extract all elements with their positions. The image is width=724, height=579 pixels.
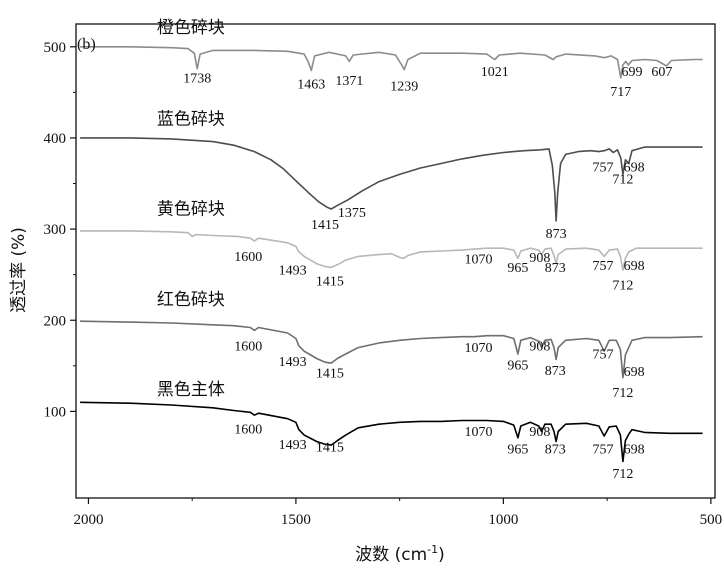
peak-label: 908 — [529, 251, 550, 266]
peak-label: 1070 — [465, 425, 493, 440]
peak-label: 908 — [529, 425, 550, 440]
y-tick-label: 500 — [44, 40, 67, 56]
peak-label: 1493 — [279, 438, 307, 453]
series-name-1: 橙色碎块 — [157, 18, 225, 38]
peak-label: 1493 — [279, 264, 307, 279]
peak-label: 1493 — [279, 355, 307, 370]
series-line-5 — [80, 401, 703, 463]
peak-label: 1070 — [465, 341, 493, 356]
peak-label: 1415 — [316, 367, 344, 382]
peak-label: 965 — [507, 442, 528, 457]
peak-label: 1239 — [390, 80, 418, 95]
panel-label: (b) — [77, 36, 96, 53]
y-tick-label: 400 — [44, 131, 67, 147]
series-line-1 — [80, 46, 703, 79]
peak-label: 698 — [624, 365, 645, 380]
peak-label: 699 — [622, 65, 643, 80]
peak-label: 757 — [593, 161, 614, 176]
peak-label: 712 — [612, 278, 633, 293]
peak-label: 1415 — [316, 275, 344, 290]
peak-label: 1371 — [335, 74, 363, 89]
x-tick-label: 500 — [700, 512, 723, 528]
series-name-4: 红色碎块 — [157, 290, 225, 310]
peak-label: 712 — [612, 173, 633, 188]
peak-label: 757 — [593, 348, 614, 363]
series-line-4 — [80, 320, 703, 379]
peak-label: 1463 — [297, 78, 325, 93]
series-line-3 — [80, 230, 703, 271]
peak-label: 1415 — [316, 441, 344, 456]
peak-label: 873 — [545, 261, 566, 276]
series-line-2 — [80, 137, 703, 222]
peak-label: 698 — [624, 161, 645, 176]
peak-label: 607 — [651, 65, 672, 80]
series-layer — [80, 46, 703, 463]
peak-label: 757 — [593, 442, 614, 457]
x-axis: 2000 1500 1000 500 — [73, 498, 722, 528]
y-tick-label: 200 — [44, 313, 67, 329]
peak-label: 1415 — [311, 218, 339, 233]
peak-label: 1600 — [234, 339, 262, 354]
peak-label: 717 — [610, 85, 631, 100]
peak-label: 1375 — [338, 206, 366, 221]
series-name-5: 黑色主体 — [157, 380, 225, 400]
peak-label: 1738 — [183, 71, 211, 86]
x-axis-title: 波数 (cm-1) — [355, 543, 445, 565]
peak-label: 908 — [529, 339, 550, 354]
y-tick-label: 100 — [44, 404, 67, 420]
series-name-2: 蓝色碎块 — [157, 109, 225, 129]
x-tick-label: 2000 — [73, 512, 103, 528]
peak-label: 873 — [545, 364, 566, 379]
peak-label: 1600 — [234, 250, 262, 265]
peak-label: 873 — [546, 227, 567, 242]
x-tick-label: 1500 — [281, 512, 311, 528]
y-tick-label: 300 — [44, 222, 67, 238]
plot-frame — [75, 23, 716, 499]
peak-label: 1021 — [481, 65, 509, 80]
y-axis: 100 200 300 400 500 — [44, 40, 76, 420]
peak-label: 712 — [612, 467, 633, 482]
peak-label: 698 — [624, 442, 645, 457]
peak-label: 965 — [507, 359, 528, 374]
peak-label: 1600 — [234, 422, 262, 437]
x-tick-label: 1000 — [488, 512, 518, 528]
peak-label: 698 — [624, 259, 645, 274]
peak-label: 873 — [545, 442, 566, 457]
peak-label: 965 — [507, 261, 528, 276]
peak-label: 712 — [612, 386, 633, 401]
peak-label: 1070 — [465, 253, 493, 268]
y-axis-title: 透过率 (%) — [9, 227, 29, 313]
series-name-3: 黄色碎块 — [157, 200, 225, 220]
peak-label: 757 — [593, 259, 614, 274]
